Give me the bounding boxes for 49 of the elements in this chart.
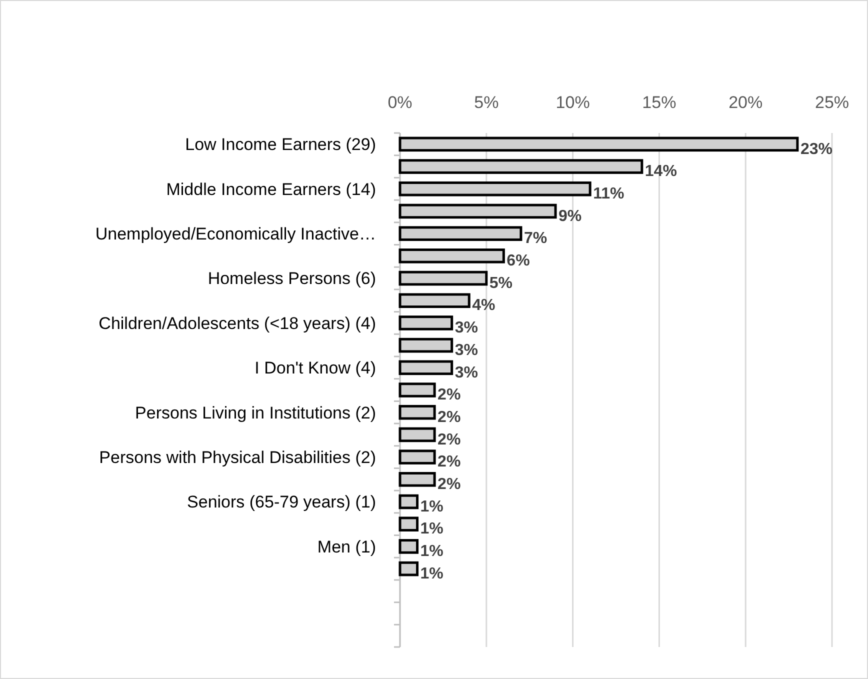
y-tick-label: Men (1) (317, 537, 376, 556)
data-label: 14% (644, 163, 677, 180)
bar (398, 427, 436, 442)
data-label: 5% (489, 274, 513, 292)
data-label: 1% (420, 565, 444, 582)
bar (398, 338, 454, 353)
x-tick-label: 25% (814, 93, 850, 112)
data-label: 2% (438, 386, 461, 404)
x-tick-label: 5% (474, 93, 499, 112)
bar (398, 450, 436, 464)
data-label: 4% (472, 297, 496, 314)
bar (398, 539, 419, 554)
data-label: 2% (438, 476, 461, 493)
bar (398, 316, 454, 330)
y-tick-label: Persons with Physical Disabilities (2) (99, 448, 376, 467)
bar (398, 293, 470, 308)
bar (398, 494, 419, 510)
data-label: 6% (506, 252, 530, 270)
data-label: 11% (593, 185, 624, 202)
data-label: 1% (420, 543, 444, 560)
y-tick-label: Seniors (65-79 years) (1) (187, 492, 376, 512)
y-tick-label: Children/Adolescents (<18 years) (4) (98, 314, 376, 333)
y-tick-label: I Don't Know (4) (254, 358, 376, 378)
y-tick-label: Middle Income Earners (14) (166, 180, 376, 199)
data-label: 1% (420, 498, 444, 516)
data-label: 2% (438, 431, 461, 448)
data-label: 3% (454, 364, 478, 382)
bar (398, 382, 436, 398)
y-tick-label: Unemployed/Economically Inactive… (95, 224, 376, 244)
bar (398, 561, 419, 576)
data-label: 3% (454, 320, 478, 337)
bar (398, 472, 436, 487)
bar (398, 360, 454, 376)
y-tick-label: Low Income Earners (29) (185, 135, 376, 154)
data-label: 9% (558, 208, 582, 225)
data-label: 2% (438, 408, 461, 426)
data-label: 23% (800, 140, 832, 158)
x-tick-label: 0% (388, 93, 412, 112)
data-label: 1% (420, 520, 444, 538)
x-tick-label: 15% (642, 93, 676, 112)
x-tick-label: 10% (556, 93, 590, 112)
data-label: 2% (438, 454, 461, 471)
bar (398, 516, 419, 532)
bar (398, 404, 436, 420)
y-tick-label: Homeless Persons (6) (208, 269, 376, 288)
data-label: 7% (524, 230, 548, 248)
x-tick-label: 20% (728, 93, 763, 112)
y-tick-label: Persons Living in Institutions (2) (135, 403, 376, 422)
data-label: 3% (454, 342, 478, 359)
